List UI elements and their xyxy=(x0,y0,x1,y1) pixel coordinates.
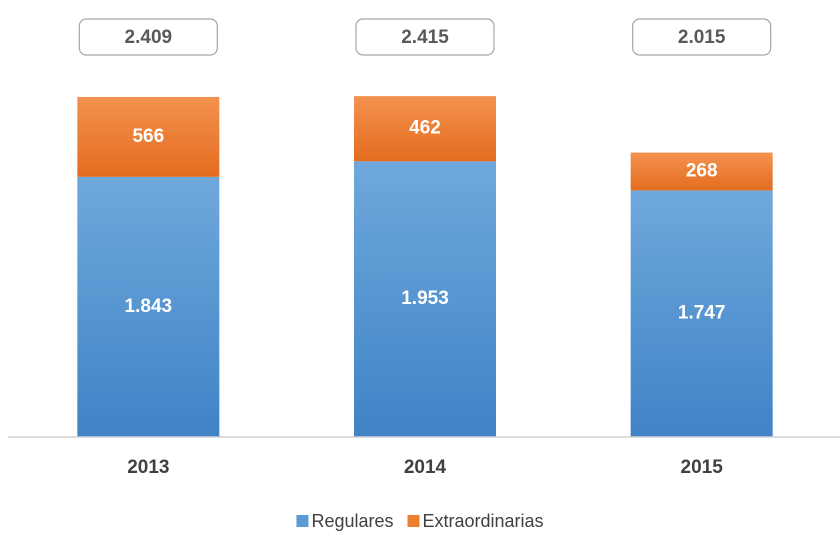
bar-segment xyxy=(630,190,773,437)
bar-segment xyxy=(354,161,496,437)
x-tick-label: 2013 xyxy=(127,457,169,478)
x-tick-label: 2014 xyxy=(404,457,447,478)
value-label: 1.843 xyxy=(125,296,173,317)
total-box xyxy=(78,18,218,56)
legend-swatch xyxy=(407,515,420,527)
bar-segment xyxy=(77,176,220,437)
value-label: 1.953 xyxy=(401,288,449,309)
bar-segment xyxy=(354,96,496,162)
legend-label: Extraordinarias xyxy=(422,511,543,531)
legend-label: Regulares xyxy=(311,511,393,531)
value-label: 566 xyxy=(132,126,164,147)
total-label: 2.415 xyxy=(401,27,449,48)
value-label: 462 xyxy=(409,118,441,139)
total-box xyxy=(632,18,772,56)
bar-segment xyxy=(77,96,220,177)
bar-segment xyxy=(630,152,773,191)
x-tick-label: 2015 xyxy=(681,457,724,478)
legend: Regulares Extraordinarias xyxy=(296,511,544,531)
value-label: 268 xyxy=(686,161,718,182)
legend-swatch xyxy=(296,515,309,527)
total-label: 2.409 xyxy=(125,27,173,48)
value-label: 1.747 xyxy=(678,303,726,324)
total-box xyxy=(355,18,495,56)
total-label: 2.015 xyxy=(678,27,726,48)
